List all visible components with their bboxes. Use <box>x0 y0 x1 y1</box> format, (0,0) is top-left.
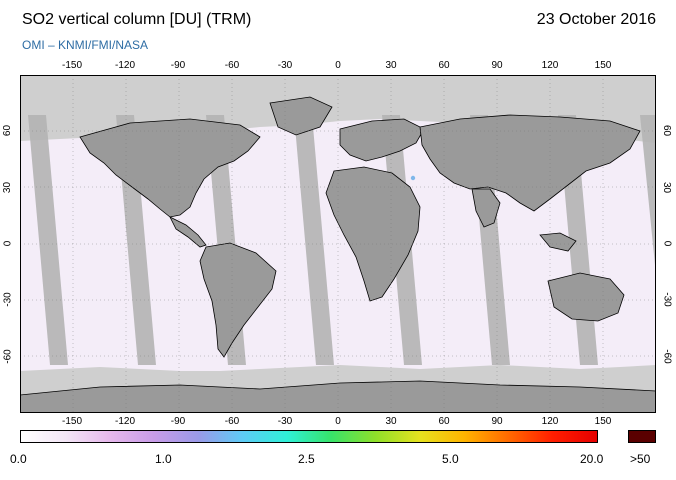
lon-tick-top: 120 <box>541 60 559 71</box>
lon-tick-bottom: -90 <box>170 416 186 427</box>
lat-tick-left: -60 <box>2 348 14 364</box>
antarctica <box>20 380 656 413</box>
north-america <box>79 118 261 218</box>
lon-tick-bottom: 30 <box>385 416 397 427</box>
africa <box>325 166 421 302</box>
lon-tick-top: 30 <box>385 60 397 71</box>
india <box>471 188 501 228</box>
lon-tick-bottom: -150 <box>61 416 82 427</box>
lon-tick-top: 0 <box>335 60 341 71</box>
lat-tick-left: 30 <box>2 181 14 193</box>
lon-tick-bottom: 150 <box>594 416 612 427</box>
map-title: SO2 vertical column [DU] (TRM) <box>22 11 252 28</box>
lon-tick-bottom: 90 <box>491 416 503 427</box>
colorbar-label: 5.0 <box>442 452 459 466</box>
lat-tick-right: 30 <box>661 181 673 193</box>
land-masses <box>20 96 656 413</box>
colorbar-label: 20.0 <box>580 452 604 466</box>
lat-tick-right: -30 <box>661 291 673 307</box>
data-credit: OMI – KNMI/FMI/NASA <box>22 38 149 52</box>
map-frame <box>20 75 656 413</box>
lat-tick-left: -30 <box>2 291 14 307</box>
lat-tick-left: 0 <box>2 240 14 246</box>
overflow-color-box <box>628 430 656 443</box>
europe <box>339 118 425 162</box>
graticule <box>20 75 656 413</box>
lon-tick-top: -60 <box>224 60 240 71</box>
lat-tick-right: -60 <box>661 348 673 364</box>
lon-tick-bottom: -120 <box>114 416 135 427</box>
lat-tick-right: 0 <box>661 240 673 246</box>
colorbar-label: 0.0 <box>10 452 27 466</box>
lon-tick-bottom: 60 <box>438 416 450 427</box>
lon-tick-top: -120 <box>114 60 135 71</box>
lon-tick-top: -30 <box>277 60 293 71</box>
central-america <box>169 216 207 248</box>
so2-world-map[interactable] <box>20 75 656 413</box>
color-scale-bar <box>20 430 598 443</box>
lon-tick-bottom: 120 <box>541 416 559 427</box>
maritime-southeast-asia <box>539 232 577 252</box>
australia <box>547 272 625 322</box>
lon-tick-top: 90 <box>491 60 503 71</box>
lon-tick-top: -150 <box>61 60 82 71</box>
lon-tick-top: -90 <box>170 60 186 71</box>
lon-tick-bottom: -60 <box>224 416 240 427</box>
so2-hotspot <box>410 175 416 181</box>
lon-tick-top: 60 <box>438 60 450 71</box>
map-date: 23 October 2016 <box>536 11 656 28</box>
colorbar-label: 1.0 <box>155 452 172 466</box>
lat-tick-left: 60 <box>2 124 14 136</box>
lon-tick-bottom: -30 <box>277 416 293 427</box>
greenland <box>269 96 333 136</box>
lon-tick-bottom: 0 <box>335 416 341 427</box>
lon-tick-top: 150 <box>594 60 612 71</box>
colorbar-label: 2.5 <box>298 452 315 466</box>
colorbar-overflow-label: >50 <box>630 452 651 466</box>
lat-tick-right: 60 <box>661 124 673 136</box>
